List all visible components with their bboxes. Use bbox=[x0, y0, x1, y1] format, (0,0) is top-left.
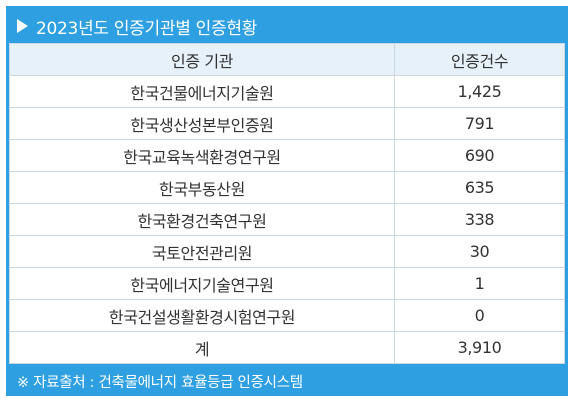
table-row: 한국건물에너지기술원 1,425 bbox=[9, 75, 565, 108]
count-cell: 338 bbox=[394, 203, 565, 236]
table-header-row: 인증 기관 인증건수 bbox=[9, 43, 565, 76]
org-cell: 한국부동산원 bbox=[9, 171, 395, 204]
count-cell: 791 bbox=[394, 107, 565, 140]
table-row: 한국교육녹색환경연구원 690 bbox=[9, 139, 565, 172]
stats-card: 2023년도 인증기관별 인증현황 인증 기관 인증건수 한국건물에너지기술원 … bbox=[6, 6, 568, 396]
count-cell: 690 bbox=[394, 139, 565, 172]
count-cell: 1,425 bbox=[394, 75, 565, 108]
table-row: 한국에너지기술연구원 1 bbox=[9, 267, 565, 300]
total-count: 3,910 bbox=[394, 331, 565, 364]
org-cell: 한국건물에너지기술원 bbox=[9, 75, 395, 108]
count-cell: 1 bbox=[394, 267, 565, 300]
total-row: 계 3,910 bbox=[9, 331, 565, 364]
header-count: 인증건수 bbox=[394, 43, 565, 76]
play-arrow-icon bbox=[17, 19, 28, 33]
title-bar: 2023년도 인증기관별 인증현황 bbox=[9, 9, 565, 43]
org-cell: 국토안전관리원 bbox=[9, 235, 395, 268]
org-cell: 한국에너지기술연구원 bbox=[9, 267, 395, 300]
page-title: 2023년도 인증기관별 인증현황 bbox=[36, 18, 258, 39]
table-row: 국토안전관리원 30 bbox=[9, 235, 565, 268]
count-cell: 635 bbox=[394, 171, 565, 204]
certification-table: 인증 기관 인증건수 한국건물에너지기술원 1,425 한국생산성본부인증원 7… bbox=[9, 43, 565, 364]
org-cell: 한국건설생활환경시험연구원 bbox=[9, 299, 395, 332]
source-note: ※ 자료출처 : 건축물에너지 효율등급 인증시스템 bbox=[9, 364, 565, 398]
org-cell: 한국생산성본부인증원 bbox=[9, 107, 395, 140]
org-cell: 한국환경건축연구원 bbox=[9, 203, 395, 236]
table-row: 한국환경건축연구원 338 bbox=[9, 203, 565, 236]
count-cell: 30 bbox=[394, 235, 565, 268]
table-row: 한국생산성본부인증원 791 bbox=[9, 107, 565, 140]
org-cell: 한국교육녹색환경연구원 bbox=[9, 139, 395, 172]
header-org: 인증 기관 bbox=[9, 43, 395, 76]
total-label: 계 bbox=[9, 331, 395, 364]
source-text: ※ 자료출처 : 건축물에너지 효율등급 인증시스템 bbox=[17, 374, 303, 391]
table-row: 한국부동산원 635 bbox=[9, 171, 565, 204]
count-cell: 0 bbox=[394, 299, 565, 332]
table-row: 한국건설생활환경시험연구원 0 bbox=[9, 299, 565, 332]
